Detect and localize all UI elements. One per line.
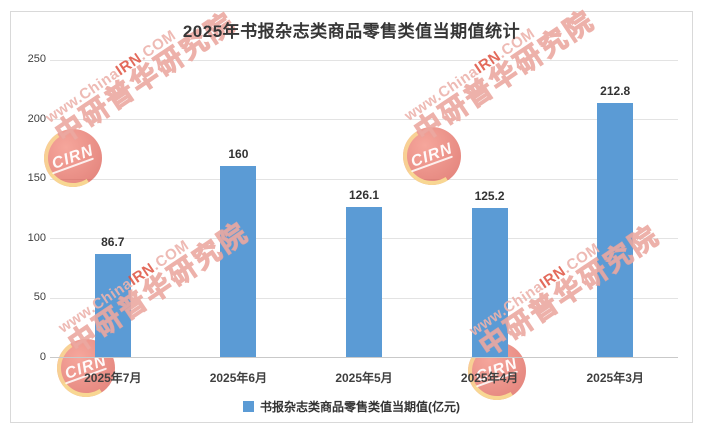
y-axis-tick-label: 200 xyxy=(27,112,46,125)
x-axis-category-label: 2025年4月 xyxy=(460,371,519,385)
y-axis-tick-label: 0 xyxy=(39,351,46,363)
bar xyxy=(220,166,257,357)
bar xyxy=(94,253,131,357)
bar-value-label: 86.7 xyxy=(101,234,125,249)
y-axis-tick-label: 250 xyxy=(27,53,46,65)
chart-title: 2025年书报杂志类商品零售类值当期值统计 xyxy=(182,22,521,41)
bar xyxy=(471,207,508,357)
x-axis-category-label: 2025年7月 xyxy=(84,371,142,385)
y-axis-tick-label: 150 xyxy=(27,172,46,185)
bar xyxy=(346,206,382,357)
legend-swatch-icon xyxy=(243,401,254,412)
gridline xyxy=(50,119,678,121)
y-axis-tick-label: 50 xyxy=(33,291,46,304)
watermark-logo-icon: CIRN xyxy=(38,123,108,193)
x-axis-line xyxy=(50,357,678,358)
bar-value-label: 125.2 xyxy=(474,188,505,203)
y-axis-tick-label: 100 xyxy=(27,231,46,244)
bar xyxy=(597,103,634,357)
bar-value-label: 126.1 xyxy=(348,187,380,202)
watermark-logo-icon: CIRN xyxy=(397,121,467,191)
legend-label: 书报杂志类商品零售类值当期值(亿元) xyxy=(260,400,460,414)
bar-value-label: 160 xyxy=(228,147,249,162)
x-axis-category-label: 2025年6月 xyxy=(209,371,268,385)
gridline xyxy=(50,59,678,61)
chart-frame: 2025年书报杂志类商品零售类值当期值统计 86.7 160 126.1 125.2 2… xyxy=(10,11,693,423)
legend: 书报杂志类商品零售类值当期值(亿元) xyxy=(11,398,692,415)
x-axis-category-label: 2025年5月 xyxy=(335,371,393,385)
x-axis-category-label: 2025年3月 xyxy=(586,371,644,385)
gridline xyxy=(50,178,678,180)
bar-value-label: 212.8 xyxy=(600,84,631,99)
plot-area: 86.7 160 126.1 125.2 212.8 xyxy=(50,59,678,358)
